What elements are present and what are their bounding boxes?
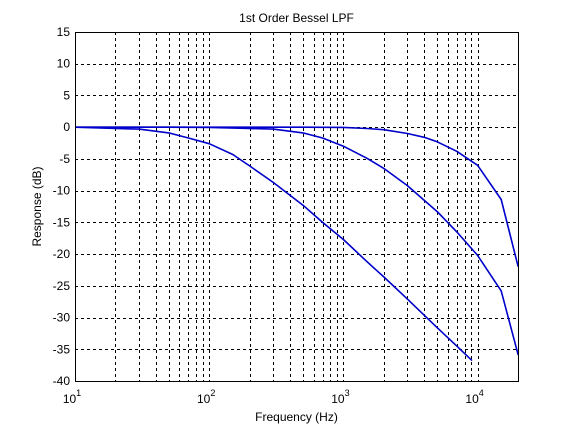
series-line-1 — [75, 126, 473, 361]
x-axis-title: Frequency (Hz) — [255, 410, 338, 424]
series-line-3 — [75, 126, 518, 267]
x-tick-exponent: 1 — [76, 388, 81, 398]
chart-title: 1st Order Bessel LPF — [239, 11, 354, 25]
y-tick-label: -40 — [53, 374, 71, 388]
y-axis-title: Response (dB) — [30, 166, 44, 246]
y-tick-label: -30 — [53, 311, 71, 325]
plot-area — [75, 32, 518, 381]
y-tick-label: -5 — [59, 152, 70, 166]
x-tick-exponent: 2 — [210, 388, 215, 398]
y-tick-label: -25 — [53, 279, 71, 293]
series-group — [75, 126, 518, 361]
x-tick-exponent: 4 — [479, 388, 484, 398]
y-tick-label: 0 — [63, 120, 70, 134]
y-tick-label: -35 — [53, 342, 71, 356]
y-tick-label: 5 — [63, 88, 70, 102]
y-tick-label: -15 — [53, 215, 71, 229]
y-tick-label: -10 — [53, 184, 71, 198]
y-tick-label: -20 — [53, 247, 71, 261]
y-tick-label: 15 — [57, 25, 71, 39]
plot-frame — [75, 32, 519, 382]
y-tick-label: 10 — [57, 57, 71, 71]
x-tick-exponent: 3 — [345, 388, 350, 398]
